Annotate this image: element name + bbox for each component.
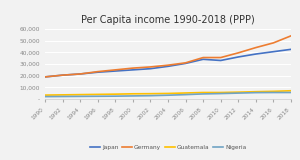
Germany [289,35,293,37]
Japan [96,71,100,73]
Japan [236,56,240,58]
Germany [272,42,275,44]
Nigeria [61,96,64,97]
Japan [131,69,135,71]
Line: Nigeria: Nigeria [45,92,291,97]
Nigeria [96,95,100,97]
Guatemala [289,90,293,92]
Germany [43,76,47,78]
Japan [184,62,188,64]
Germany [148,66,152,68]
Germany [254,47,258,48]
Nigeria [184,94,188,96]
Guatemala [166,92,170,94]
Japan [166,65,170,67]
Line: Germany: Germany [45,36,291,77]
Nigeria [148,95,152,97]
Germany [236,52,240,54]
Line: Japan: Japan [45,49,291,77]
Nigeria [272,92,275,93]
Guatemala [61,94,64,96]
Nigeria [113,95,117,97]
Guatemala [184,92,188,94]
Japan [61,74,64,76]
Japan [289,48,293,50]
Japan [113,70,117,72]
Germany [61,74,64,76]
Germany [131,67,135,69]
Germany [96,71,100,73]
Nigeria [219,93,223,95]
Nigeria [43,96,47,98]
Title: Per Capita income 1990-2018 (PPP): Per Capita income 1990-2018 (PPP) [81,15,255,25]
Germany [184,62,188,64]
Guatemala [148,93,152,95]
Nigeria [166,94,170,96]
Guatemala [113,93,117,95]
Nigeria [236,92,240,94]
Legend: Japan, Germany, Guatemala, Nigeria: Japan, Germany, Guatemala, Nigeria [87,143,249,153]
Japan [148,68,152,70]
Germany [78,73,82,75]
Guatemala [43,94,47,96]
Japan [201,58,205,60]
Guatemala [219,92,223,93]
Guatemala [131,93,135,95]
Japan [219,60,223,61]
Nigeria [78,95,82,97]
Germany [166,64,170,66]
Guatemala [96,93,100,95]
Guatemala [272,90,275,92]
Nigeria [201,93,205,95]
Line: Guatemala: Guatemala [45,91,291,95]
Guatemala [236,91,240,93]
Japan [43,76,47,78]
Japan [254,53,258,55]
Guatemala [201,92,205,93]
Japan [78,73,82,75]
Germany [113,69,117,71]
Guatemala [78,94,82,96]
Nigeria [131,95,135,97]
Nigeria [254,92,258,94]
Germany [219,57,223,59]
Japan [272,51,275,53]
Nigeria [289,92,293,93]
Guatemala [254,91,258,93]
Germany [201,57,205,59]
